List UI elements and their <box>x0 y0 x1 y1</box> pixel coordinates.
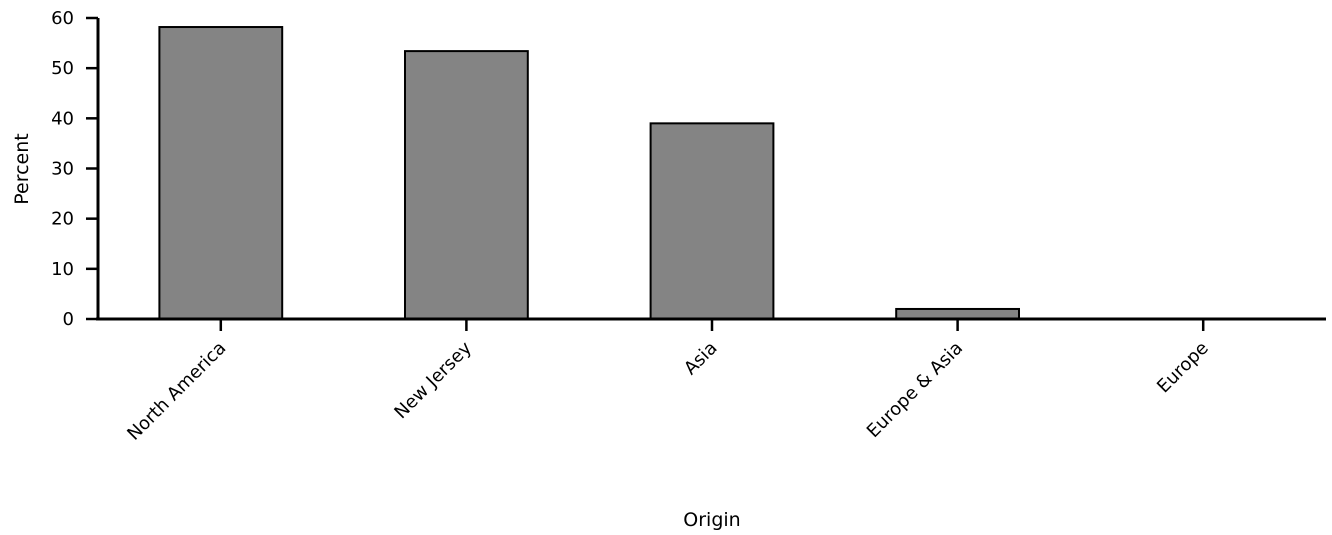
bars <box>158 26 1021 321</box>
x-axis-ticks: North America New Jersey Asia Europe & Asia… <box>123 319 1213 445</box>
bar <box>404 50 529 321</box>
x-tick-label: Europe & Asia <box>863 338 967 442</box>
y-axis-ticks: 0 10 20 30 40 50 60 <box>51 8 98 330</box>
bar <box>649 122 775 320</box>
y-tick-label: 10 <box>51 259 74 280</box>
y-tick-label: 50 <box>51 58 74 79</box>
bar <box>895 307 1021 321</box>
x-axis-title: Origin <box>683 509 740 531</box>
y-axis-title: Percent <box>11 133 33 205</box>
y-tick-label: 20 <box>51 209 74 230</box>
y-tick-label: 0 <box>63 309 74 330</box>
y-tick-label: 30 <box>51 159 74 180</box>
x-tick-label: Asia <box>680 338 722 380</box>
y-tick-label: 40 <box>51 108 74 129</box>
bar <box>158 26 284 321</box>
x-tick-label: North America <box>123 338 230 445</box>
y-tick-label: 60 <box>51 8 74 29</box>
x-tick-label: Europe <box>1153 338 1213 398</box>
x-tick-label: New Jersey <box>390 337 476 423</box>
